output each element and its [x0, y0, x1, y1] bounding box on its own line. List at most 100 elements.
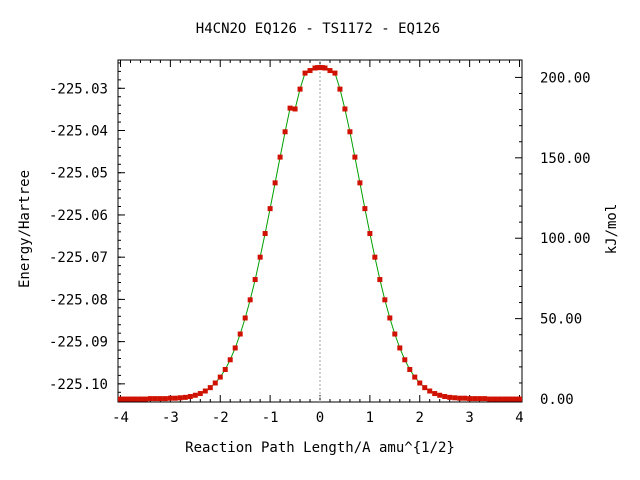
y-tick-label: -225.10: [49, 377, 108, 393]
data-point: [252, 277, 258, 283]
data-point: [482, 396, 488, 402]
data-point: [167, 395, 173, 401]
x-tick-label: -2: [212, 410, 229, 426]
data-point: [412, 374, 418, 380]
data-point: [232, 345, 238, 351]
data-point: [222, 366, 228, 372]
data-point: [257, 254, 263, 260]
y-tick-label: -225.06: [49, 208, 108, 224]
y2-tick-label: 50.00: [540, 312, 582, 328]
data-point: [462, 395, 468, 401]
data-point: [247, 297, 253, 303]
data-point: [322, 65, 328, 71]
x-tick-label: -3: [162, 410, 179, 426]
data-point: [177, 395, 183, 401]
data-point: [142, 396, 148, 402]
data-point: [137, 396, 143, 402]
y2-tick-label: 100.00: [540, 231, 591, 247]
data-point: [502, 396, 508, 402]
data-point: [437, 392, 443, 398]
data-point: [342, 106, 348, 112]
x-tick-label: -1: [262, 410, 279, 426]
data-point: [267, 206, 273, 212]
data-point: [387, 315, 393, 321]
x-tick-label: 1: [366, 410, 374, 426]
data-point: [292, 106, 298, 112]
x-tick-label: 0: [316, 410, 324, 426]
x-tick-label: -4: [112, 410, 129, 426]
data-point: [467, 396, 473, 402]
data-point: [287, 105, 293, 111]
data-point: [427, 388, 433, 394]
data-point: [132, 396, 138, 402]
y2-tick-label: 200.00: [540, 70, 591, 86]
axis-ticks: -4 -3 -2 -1 0 1 2 3 4 -225.03 -225.04 -225.05 -225.0…: [49, 60, 591, 426]
y2-axis-label: kJ/mol: [604, 204, 620, 255]
x-tick-label: 4: [515, 410, 523, 426]
data-point: [217, 374, 223, 380]
data-point: [117, 396, 123, 402]
data-point: [357, 180, 363, 186]
data-point: [202, 388, 208, 394]
data-point: [262, 231, 268, 237]
data-point: [192, 392, 198, 398]
data-point: [277, 154, 283, 160]
data-point: [362, 206, 368, 212]
y-tick-label: -225.08: [49, 292, 108, 308]
data-point: [297, 86, 303, 92]
data-point: [447, 394, 453, 400]
data-point: [157, 396, 163, 402]
data-point: [367, 231, 373, 237]
data-point: [237, 331, 243, 337]
data-point: [282, 129, 288, 135]
data-point: [407, 366, 413, 372]
data-point: [122, 396, 128, 402]
data-point: [512, 396, 518, 402]
data-point: [397, 345, 403, 351]
chart-title: H4CN2O EQ126 - TS1172 - EQ126: [196, 21, 440, 37]
x-axis-label: Reaction Path Length/A amu^{1/2}: [185, 440, 455, 456]
x-tick-label: 3: [465, 410, 473, 426]
y-tick-label: -225.05: [49, 166, 108, 182]
data-point: [207, 385, 213, 391]
x-tick-label: 2: [416, 410, 424, 426]
y-tick-label: -225.07: [49, 250, 108, 266]
data-point: [147, 396, 153, 402]
data-point: [507, 396, 513, 402]
data-point: [242, 315, 248, 321]
data-point: [182, 394, 188, 400]
data-point: [302, 70, 308, 76]
y-tick-label: -225.03: [49, 81, 108, 97]
data-point: [172, 395, 178, 401]
data-point: [162, 396, 168, 402]
data-point: [197, 391, 203, 397]
data-point: [227, 357, 233, 363]
data-point: [492, 396, 498, 402]
data-point: [422, 385, 428, 391]
data-point: [377, 277, 383, 283]
data-point: [517, 396, 523, 402]
y2-tick-label: 150.00: [540, 151, 591, 167]
data-point: [372, 254, 378, 260]
data-point: [272, 180, 278, 186]
data-point: [392, 331, 398, 337]
data-point: [487, 396, 493, 402]
data-point: [127, 396, 133, 402]
data-point: [337, 86, 343, 92]
data-point: [417, 380, 423, 386]
data-point: [352, 154, 358, 160]
data-point: [457, 395, 463, 401]
y-axis-label: Energy/Hartree: [17, 170, 33, 288]
y-tick-label: -225.09: [49, 335, 108, 351]
data-point: [402, 357, 408, 363]
data-point: [497, 396, 503, 402]
data-point: [452, 395, 458, 401]
data-point: [347, 129, 353, 135]
data-point: [442, 394, 448, 400]
data-point: [187, 394, 193, 400]
data-point: [307, 68, 313, 74]
data-point: [477, 396, 483, 402]
data-point: [382, 297, 388, 303]
y2-tick-label: 0.00: [540, 392, 574, 408]
